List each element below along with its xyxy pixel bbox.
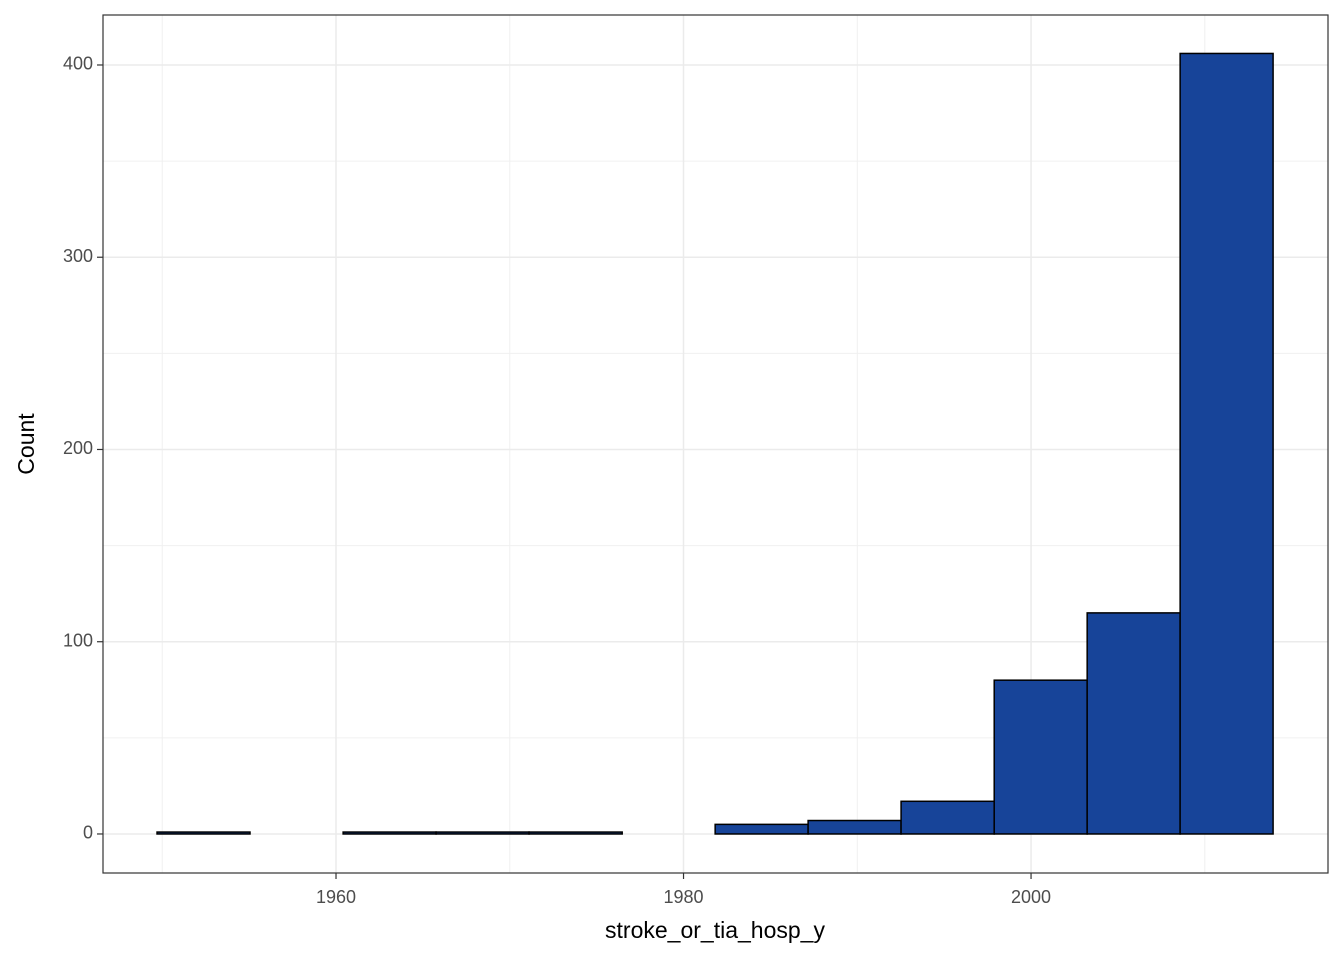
bar [807,819,902,835]
x-tick-label: 2000 [1011,887,1051,907]
bar [1086,612,1181,835]
y-axis-title: Count [13,413,39,475]
bar [900,800,995,835]
x-axis-title: stroke_or_tia_hosp_y [605,917,825,943]
bar [156,831,251,835]
y-tick-label: 200 [63,438,93,458]
bar [342,831,437,835]
x-tick-label: 1980 [664,887,704,907]
y-tick-label: 400 [63,54,93,74]
bar [714,823,809,835]
x-tick-label: 1960 [316,887,356,907]
bar [993,679,1088,835]
bar [1179,52,1274,835]
bar [435,831,530,835]
panel-border [102,14,1329,874]
y-tick-label: 0 [83,823,93,843]
y-tick-label: 300 [63,246,93,266]
y-tick-label: 100 [63,630,93,650]
bar [528,831,623,835]
